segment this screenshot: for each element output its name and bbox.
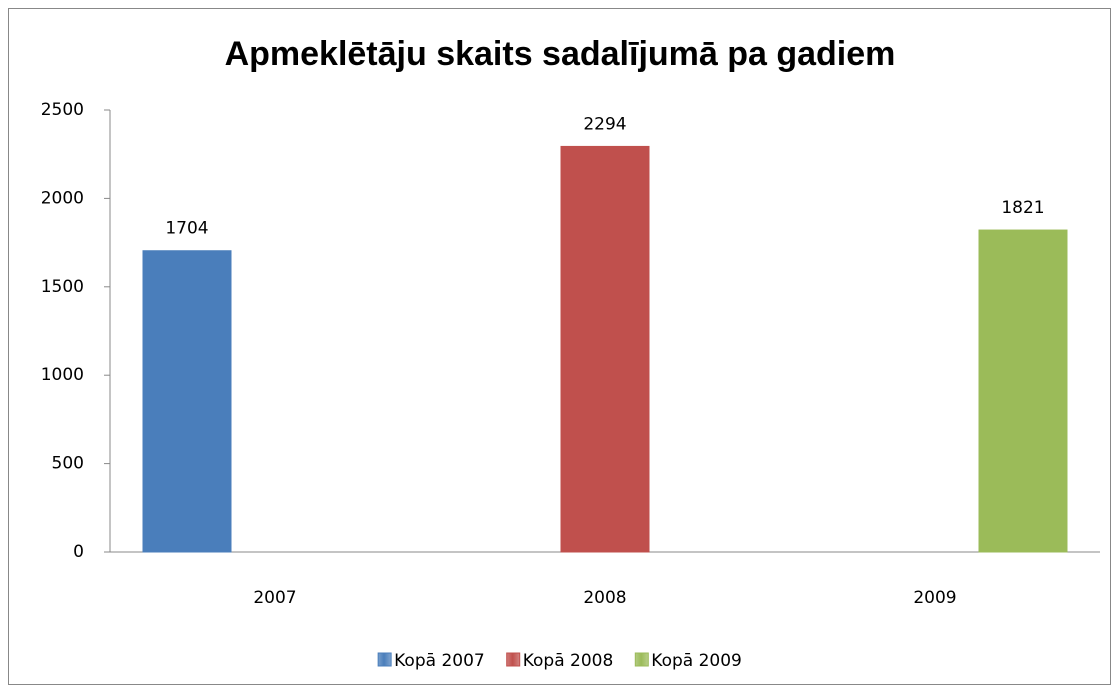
legend-label: Kopā 2009 [651, 651, 742, 671]
legend-swatch [634, 652, 649, 667]
y-tick-label: 1000 [41, 365, 84, 385]
legend-swatch [377, 652, 392, 667]
x-tick-label: 2008 [583, 588, 626, 608]
bar [978, 229, 1068, 553]
legend: Kopā 2007 Kopā 2008 Kopā 2009 [377, 651, 742, 671]
data-label: 2294 [583, 114, 626, 134]
x-tick-label: 2009 [913, 588, 956, 608]
bar [560, 145, 650, 553]
data-label: 1704 [165, 219, 208, 239]
y-tick-label: 0 [73, 542, 84, 562]
y-tick-label: 2500 [41, 100, 84, 120]
y-tick-label: 2000 [41, 188, 84, 208]
x-tick-label: 2007 [253, 588, 296, 608]
y-tick-label: 1500 [41, 277, 84, 297]
legend-label: Kopā 2007 [394, 651, 485, 671]
bar [142, 250, 232, 553]
legend-swatch [506, 652, 521, 667]
data-label: 1821 [1001, 198, 1044, 218]
y-tick-label: 500 [52, 454, 84, 474]
chart-title: Apmeklētāju skaits sadalījumā pa gadiem [225, 35, 896, 73]
legend-label: Kopā 2008 [523, 651, 614, 671]
